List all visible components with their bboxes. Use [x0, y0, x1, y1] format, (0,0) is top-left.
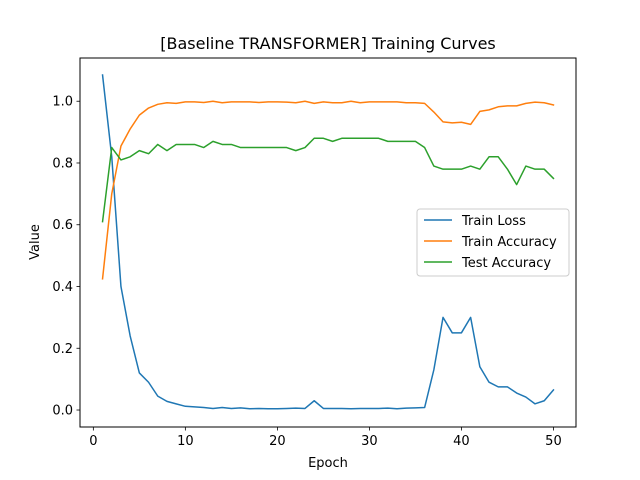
x-tick-label: 30: [361, 434, 378, 449]
legend: Train Loss Train Accuracy Test Accuracy: [416, 208, 570, 277]
y-tick-label: 0.0: [52, 404, 73, 419]
y-axis: 0.0 0.2 0.4 0.6 0.8 1.0: [52, 95, 80, 419]
legend-label: Train Loss: [461, 214, 526, 229]
chart-title: [Baseline TRANSFORMER] Training Curves: [160, 34, 496, 53]
legend-label: Test Accuracy: [461, 256, 551, 271]
x-tick-label: 0: [89, 434, 97, 449]
y-tick-label: 0.6: [52, 218, 73, 233]
y-axis-label: Value: [28, 224, 43, 260]
x-tick-label: 40: [453, 434, 470, 449]
x-tick-label: 50: [545, 434, 562, 449]
series-line-train-loss: [101, 74, 555, 410]
plot-area: [101, 74, 555, 410]
x-axis: 0 10 20 30 40 50: [89, 427, 562, 449]
y-tick-label: 0.4: [52, 280, 73, 295]
legend-box: [416, 208, 570, 277]
y-tick-label: 1.0: [52, 95, 73, 110]
series-line-train-accuracy: [101, 100, 555, 280]
axes-frame: [79, 57, 577, 428]
x-tick-label: 10: [177, 434, 194, 449]
series-line-test-accuracy: [101, 137, 555, 223]
y-tick-label: 0.2: [52, 342, 73, 357]
legend-label: Train Accuracy: [461, 235, 557, 250]
x-tick-label: 20: [269, 434, 286, 449]
x-axis-label: Epoch: [308, 456, 348, 471]
y-tick-label: 0.8: [52, 156, 73, 171]
